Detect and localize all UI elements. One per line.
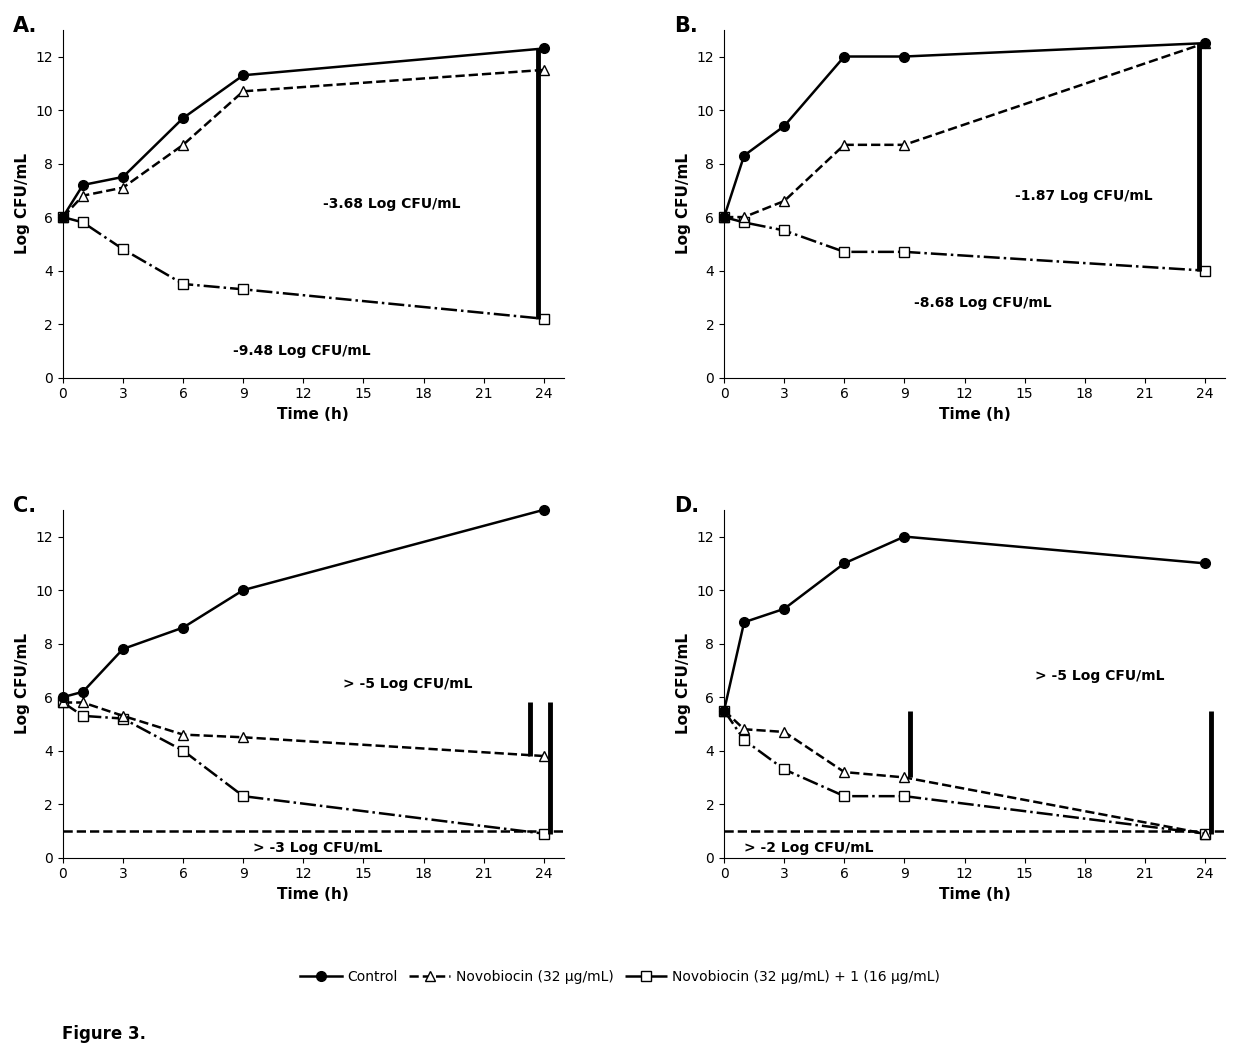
Text: -3.68 Log CFU/mL: -3.68 Log CFU/mL: [324, 197, 461, 211]
Text: -1.87 Log CFU/mL: -1.87 Log CFU/mL: [1014, 189, 1152, 202]
Text: > -5 Log CFU/mL: > -5 Log CFU/mL: [343, 677, 472, 690]
X-axis label: Time (h): Time (h): [278, 407, 350, 422]
Text: A.: A.: [12, 16, 37, 36]
Y-axis label: Log CFU/mL: Log CFU/mL: [15, 633, 30, 735]
Text: > -2 Log CFU/mL: > -2 Log CFU/mL: [744, 841, 874, 856]
Text: D.: D.: [675, 496, 699, 515]
X-axis label: Time (h): Time (h): [939, 407, 1011, 422]
Legend: Control, Novobiocin (32 μg/mL), Novobiocin (32 μg/mL) + 1 (16 μg/mL): Control, Novobiocin (32 μg/mL), Novobioc…: [295, 964, 945, 989]
Y-axis label: Log CFU/mL: Log CFU/mL: [676, 633, 691, 735]
X-axis label: Time (h): Time (h): [278, 887, 350, 902]
Text: -9.48 Log CFU/mL: -9.48 Log CFU/mL: [233, 344, 371, 358]
Text: B.: B.: [675, 16, 698, 36]
Text: -8.68 Log CFU/mL: -8.68 Log CFU/mL: [914, 296, 1052, 310]
Y-axis label: Log CFU/mL: Log CFU/mL: [15, 153, 30, 254]
Text: > -3 Log CFU/mL: > -3 Log CFU/mL: [253, 841, 383, 856]
Y-axis label: Log CFU/mL: Log CFU/mL: [676, 153, 691, 254]
Text: C.: C.: [12, 496, 36, 515]
Text: > -5 Log CFU/mL: > -5 Log CFU/mL: [1034, 668, 1164, 683]
Text: Figure 3.: Figure 3.: [62, 1026, 146, 1043]
X-axis label: Time (h): Time (h): [939, 887, 1011, 902]
